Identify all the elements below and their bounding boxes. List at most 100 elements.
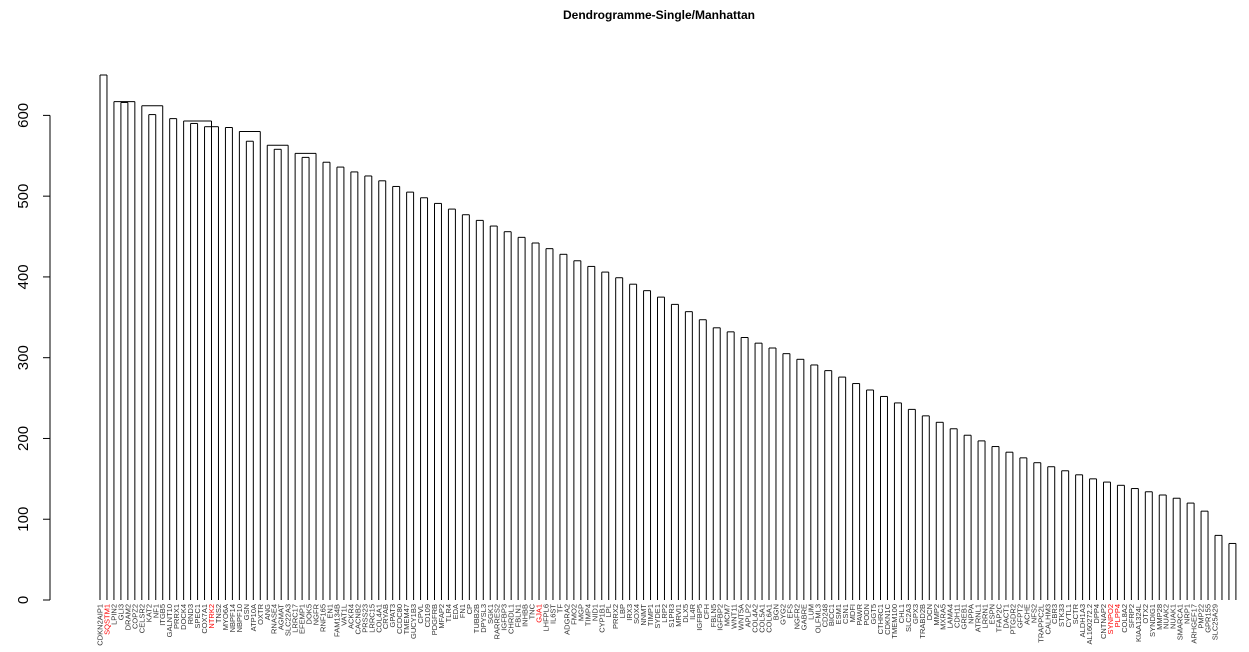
leaf-label: NNMT [639, 604, 648, 626]
leaf-label: TRABD2B [918, 604, 927, 639]
leaf-label: OLFML3 [813, 604, 822, 633]
leaf-label: CBR3 [1050, 604, 1059, 624]
leaf-label: IL4R [688, 603, 697, 619]
leaf-label: GPX3 [911, 604, 920, 624]
leaf-label: CCDC80 [395, 604, 404, 634]
y-axis: 0 100 200 300 400 500 600 [15, 103, 51, 604]
leaf-label: AGMAT [277, 604, 286, 631]
leaf-label: NRP1 [1183, 604, 1192, 624]
leaf-label: NPPA [967, 604, 976, 624]
leaf-label: NBPF10 [235, 604, 244, 632]
leaf-label: LHFPL6 [542, 604, 551, 632]
leaf-label: GABRE [799, 604, 808, 630]
leaf-label: TRAPPC2L [1036, 604, 1045, 643]
leaf-label: GPR155 [1204, 604, 1213, 633]
leaf-label: CFH [702, 604, 711, 619]
leaf-label: COL4A1 [374, 604, 383, 633]
leaf-label: DCN [925, 604, 934, 620]
leaf-label: RARRES2 [493, 604, 502, 639]
leaf-label: MRVI1 [674, 604, 683, 627]
leaf-label: CHL1 [897, 604, 906, 623]
leaf-label: IGFBP5 [695, 604, 704, 631]
leaf-label: WNT11 [730, 604, 739, 629]
leaf-label: PDGFRB [430, 604, 439, 635]
leaf-label: MDFI [848, 604, 857, 622]
leaf-label: NUAK2 [1162, 604, 1171, 629]
leaf-label: S1PR3 [667, 604, 676, 628]
leaf-label: GJA1 [535, 604, 544, 623]
chart-title: Dendrogramme-Single/Manhattan [562, 8, 756, 22]
leaf-label: TMEM100 [890, 604, 899, 639]
leaf-label: GALNT10 [165, 604, 174, 637]
leaf-label: COL5A1 [758, 604, 767, 633]
leaf-label: LUM [806, 604, 815, 620]
leaf-label: CD109 [423, 604, 432, 627]
leaf-label: CRYAB [381, 604, 390, 629]
leaf-label: APLP2 [744, 604, 753, 627]
leaf-label: CDKN1C [883, 603, 892, 634]
leaf-label: DPYSL3 [479, 604, 488, 633]
leaf-label: LRRN1 [981, 604, 990, 629]
leaf-label: DACT1 [1001, 604, 1010, 629]
leaf-label: FBLN5 [709, 604, 718, 627]
y-tick-label: 400 [15, 264, 32, 289]
leaf-label: IRX3 [625, 604, 634, 621]
leaf-label: GFPT2 [1015, 604, 1024, 628]
leaf-label: MFAP2 [437, 604, 446, 629]
leaf-label: SLC22A3 [284, 604, 293, 636]
leaf-label: LRP2 [660, 604, 669, 623]
leaf-label: GLI3 [116, 604, 125, 620]
leaf-label: GGT5 [869, 604, 878, 624]
leaf-label: PODN [862, 604, 871, 626]
leaf-label: LBP [618, 604, 627, 618]
leaf-label: COPZ2 [130, 604, 139, 629]
leaf-label: MMP2 [932, 604, 941, 626]
leaf-label: PRRX2 [611, 604, 620, 629]
y-tick-label: 500 [15, 184, 32, 209]
leaf-label: COL4A2 [751, 604, 760, 633]
leaf-label: CYTL1 [1064, 604, 1073, 627]
leaf-label: CHRDL1 [507, 604, 516, 634]
leaf-label: GSN [242, 604, 251, 620]
leaf-label: NGFR [312, 603, 321, 625]
leaf-label: TNS2 [214, 604, 223, 623]
leaf-label: LAMA4 [946, 604, 955, 629]
leaf-label: PAWR [855, 603, 864, 625]
leaf-label: LRRC15 [367, 604, 376, 633]
dendrogram-links [99, 74, 1237, 600]
leaf-label: AL160272.2 [1085, 604, 1094, 644]
leaf-label: ANG [263, 604, 272, 620]
leaf-label: EDA [451, 604, 460, 619]
leaf-label: FN1 [458, 604, 467, 618]
leaf-labels: CDKN2AIP1SQSTM1LPIN2GLI3DRAM2COPZ2CELSR2… [96, 603, 1220, 645]
leaf-label: SLC2A3 [904, 604, 913, 632]
leaf-label: LPIN2 [109, 604, 118, 625]
leaf-label: MXRA5 [939, 604, 948, 630]
leaf-label: IGFBP2 [716, 604, 725, 631]
leaf-label: CTHRC1 [876, 604, 885, 634]
leaf-label: SGK1 [486, 604, 495, 624]
leaf-label: MYO6A [221, 604, 230, 630]
leaf-label: VAT1L [339, 604, 348, 626]
leaf-label: TIMP4 [583, 604, 592, 626]
leaf-label: PTGDR2 [1008, 604, 1017, 634]
leaf-label: RNASE4 [270, 604, 279, 634]
leaf-label: DOK5 [305, 604, 314, 624]
leaf-label: DRAM2 [123, 604, 132, 630]
leaf-label: GUCY1B3 [409, 604, 418, 639]
leaf-label: TUBB2B [472, 604, 481, 633]
leaf-label: TNC [528, 603, 537, 619]
leaf-label: NGFR2 [792, 604, 801, 629]
leaf-label: CALHM3 [1043, 604, 1052, 634]
leaf-label: ADGRA2 [562, 604, 571, 635]
leaf-label: DPP4 [1092, 604, 1101, 624]
leaf-label: CACNB2 [353, 604, 362, 634]
y-tick-label: 200 [15, 426, 32, 451]
leaf-label: INHBB [521, 604, 530, 627]
leaf-label: SFRP2 [1127, 604, 1136, 628]
leaf-label: DLX5 [681, 604, 690, 623]
leaf-label: CELSR2 [137, 604, 146, 633]
leaf-label: MMP28 [1155, 604, 1164, 630]
leaf-label: CD248 [820, 604, 829, 627]
leaf-label: STK33 [1057, 604, 1066, 627]
